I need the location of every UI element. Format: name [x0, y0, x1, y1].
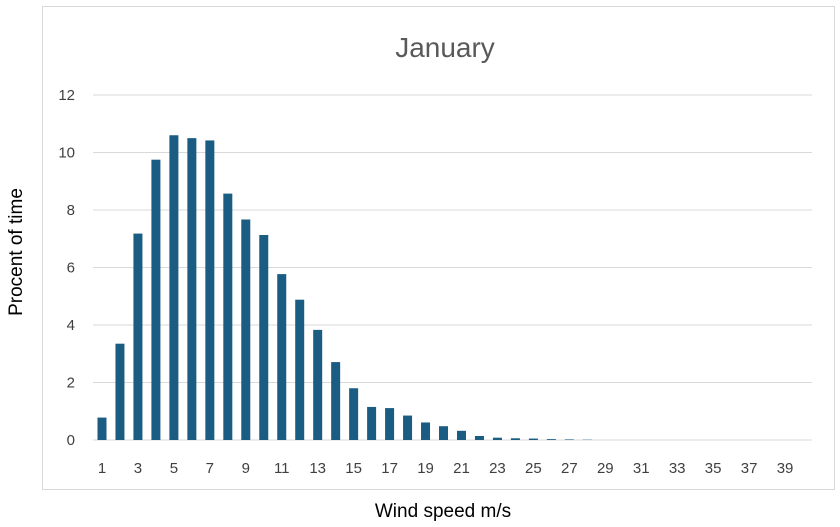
x-tick-label: 23 — [489, 460, 506, 477]
x-tick-label: 1 — [98, 460, 106, 477]
bar — [169, 135, 179, 440]
bar — [492, 437, 502, 440]
bar — [205, 140, 215, 441]
y-tick-label: 10 — [58, 145, 75, 162]
bars — [97, 135, 592, 441]
x-tick-label: 21 — [453, 460, 470, 477]
y-tick-label: 8 — [67, 202, 75, 219]
y-tick-label: 6 — [67, 260, 75, 277]
bar — [259, 235, 269, 440]
x-tick-label: 39 — [777, 460, 794, 477]
bar — [241, 219, 251, 440]
x-tick-label: 9 — [242, 460, 250, 477]
bar — [474, 435, 484, 440]
x-tick-label: 19 — [417, 460, 434, 477]
x-tick-label: 17 — [381, 460, 398, 477]
bar — [187, 138, 197, 440]
bar — [510, 438, 520, 440]
y-axis-ticks: 0 2 4 6 8 10 12 — [58, 87, 75, 449]
bar — [439, 426, 449, 440]
bar — [546, 439, 556, 440]
x-tick-label: 3 — [134, 460, 142, 477]
y-tick-label: 2 — [67, 375, 75, 392]
gridlines — [93, 94, 812, 441]
y-tick-label: 4 — [67, 317, 75, 334]
bar — [133, 233, 143, 440]
bar — [456, 430, 466, 440]
x-tick-label: 29 — [597, 460, 614, 477]
bar — [564, 439, 574, 440]
y-tick-label: 0 — [67, 432, 75, 449]
x-axis-title: Wind speed m/s — [375, 501, 511, 522]
x-tick-label: 11 — [274, 460, 290, 477]
x-tick-label: 27 — [561, 460, 578, 477]
bar — [313, 329, 323, 440]
bar — [349, 388, 359, 440]
bar — [421, 422, 431, 440]
bar — [367, 406, 377, 440]
bar — [295, 299, 305, 440]
bar — [151, 159, 161, 440]
x-tick-label: 33 — [669, 460, 686, 477]
y-tick-label: 12 — [58, 87, 75, 104]
chart-title: January — [395, 32, 495, 63]
x-tick-label: 37 — [741, 460, 758, 477]
x-axis-ticks: 1 3 5 7 9 11 13 15 17 19 21 23 25 27 29 31 33 35 37 39 — [98, 460, 794, 477]
x-tick-label: 31 — [633, 460, 650, 477]
bar — [115, 343, 125, 440]
bar — [528, 438, 538, 440]
bar — [331, 362, 341, 440]
x-tick-label: 5 — [170, 460, 178, 477]
bar — [385, 408, 395, 440]
x-tick-label: 15 — [345, 460, 362, 477]
x-tick-label: 25 — [525, 460, 542, 477]
x-tick-label: 13 — [309, 460, 326, 477]
bar — [97, 417, 107, 440]
bar — [403, 415, 413, 440]
bar — [277, 274, 287, 440]
bar — [223, 193, 233, 440]
x-tick-label: 7 — [206, 460, 214, 477]
y-axis-title: Procent of time — [6, 188, 27, 316]
x-tick-label: 35 — [705, 460, 722, 477]
